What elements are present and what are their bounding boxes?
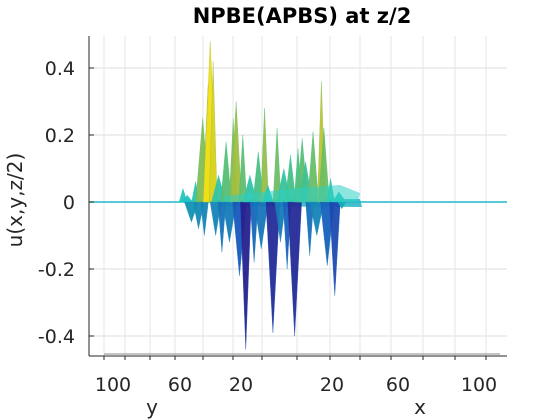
z-axis-label: u(x,y,z/2) bbox=[3, 153, 27, 248]
z-tick-label: 0.2 bbox=[45, 125, 75, 147]
x-axis-label: x bbox=[414, 395, 426, 419]
surface bbox=[89, 41, 507, 350]
surface-cap bbox=[222, 185, 360, 202]
y-tick-label: 100 bbox=[95, 374, 131, 396]
y-axis-label: y bbox=[146, 395, 158, 419]
axes bbox=[88, 36, 507, 360]
chart-title: NPBE(APBS) at z/2 bbox=[193, 4, 412, 28]
z-tick-label: 0.4 bbox=[45, 58, 75, 80]
x-tick-label: 60 bbox=[386, 374, 410, 396]
x-tick-label: 20 bbox=[320, 374, 344, 396]
y-tick-label: 20 bbox=[229, 374, 253, 396]
x-tick-label: 100 bbox=[461, 374, 497, 396]
z-tick-label: -0.4 bbox=[38, 326, 75, 348]
tick-labels: 0.4 0.2 0 -0.2 -0.4 100 60 20 20 60 100 bbox=[38, 58, 497, 396]
z-tick-label: -0.2 bbox=[38, 259, 75, 281]
surface-peak bbox=[329, 201, 341, 296]
surface-peak bbox=[200, 201, 209, 236]
y-tick-label: 60 bbox=[168, 374, 192, 396]
surface-peak bbox=[240, 201, 252, 350]
z-tick-label: 0 bbox=[63, 192, 75, 214]
